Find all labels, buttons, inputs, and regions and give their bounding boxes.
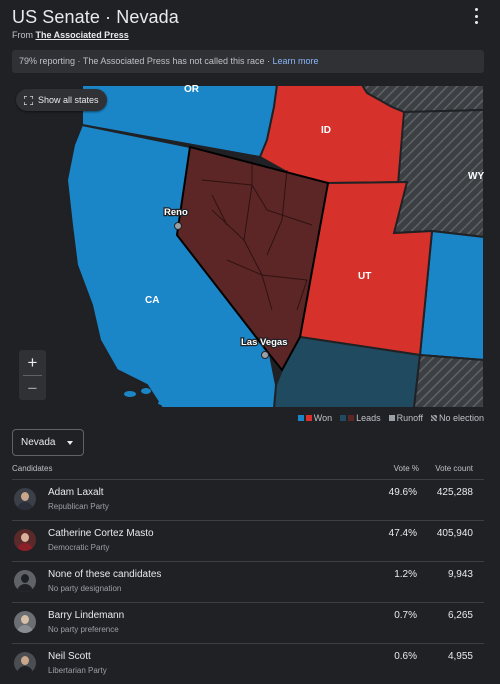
reporting-status: 79% reporting · The Associated Press has…	[12, 50, 484, 73]
header: US Senate · Nevada From The Associated P…	[0, 0, 500, 46]
table-row[interactable]: None of these candidates No party design…	[12, 561, 484, 602]
show-all-states-button[interactable]: Show all states	[16, 89, 107, 111]
election-map[interactable]: OR ID WY CA UT Reno Las Vegas	[12, 85, 484, 408]
candidate-name: None of these candidates	[48, 569, 162, 580]
page-title: US Senate · Nevada	[12, 7, 179, 27]
runoff-swatch	[388, 415, 395, 421]
state-label-or: OR	[184, 85, 200, 95]
table-row[interactable]: Adam Laxalt Republican Party 49.6% 425,2…	[12, 479, 484, 520]
avatar	[14, 488, 36, 510]
city-label-las-vegas: Las Vegas	[241, 337, 287, 348]
legend-runoff: Runoff	[388, 413, 423, 423]
learn-more-link[interactable]: Learn more	[272, 56, 319, 66]
state-label-ut: UT	[358, 271, 371, 282]
vote-pct: 0.6%	[394, 651, 417, 662]
source-link[interactable]: The Associated Press	[35, 30, 129, 40]
vote-pct: 0.7%	[394, 610, 417, 621]
source-line: From The Associated Press	[12, 30, 129, 40]
avatar	[14, 529, 36, 551]
zoom-controls: + −	[19, 350, 46, 400]
table-header: Candidates Vote % Vote count	[12, 462, 484, 478]
legend-leads-label: Leads	[356, 413, 381, 423]
header-candidates: Candidates	[12, 464, 53, 473]
table-row[interactable]: Neil Scott Libertarian Party 0.6% 4,955	[12, 643, 484, 684]
state-label-id: ID	[321, 125, 331, 136]
reno-dot	[174, 222, 182, 230]
avatar	[14, 652, 36, 674]
dem-swatch	[297, 415, 304, 421]
candidate-name: Adam Laxalt	[48, 487, 104, 498]
table-row[interactable]: Barry Lindemann No party preference 0.7%…	[12, 602, 484, 643]
zoom-divider	[23, 375, 42, 376]
vote-count: 4,955	[447, 651, 473, 662]
state-label-ca: CA	[145, 295, 159, 306]
vote-count: 425,288	[436, 487, 473, 498]
show-all-states-label: Show all states	[38, 95, 99, 105]
candidate-party: Libertarian Party	[48, 666, 107, 675]
reporting-text: 79% reporting · The Associated Press has…	[19, 56, 273, 66]
candidate-table: Adam Laxalt Republican Party 49.6% 425,2…	[12, 479, 484, 684]
rep-swatch	[305, 415, 312, 421]
las-vegas-dot	[261, 351, 269, 359]
state-label-wy: WY	[468, 171, 484, 182]
header-vote-pct: Vote %	[393, 464, 419, 473]
candidate-party: Democratic Party	[48, 543, 110, 552]
candidate-name: Neil Scott	[48, 651, 91, 662]
vote-pct: 47.4%	[388, 528, 417, 539]
header-vote-count: Vote count	[435, 464, 473, 473]
nevada-county-lines	[201, 157, 313, 311]
candidate-party: No party designation	[48, 584, 122, 593]
candidate-party: No party preference	[48, 625, 119, 634]
vote-pct: 49.6%	[388, 487, 417, 498]
generic-person-icon	[14, 570, 36, 592]
zoom-out-button[interactable]: −	[27, 379, 38, 398]
map-svg: OR ID WY CA UT Reno Las Vegas	[12, 85, 484, 408]
expand-icon	[24, 95, 33, 105]
city-label-reno: Reno	[164, 207, 188, 218]
more-options-icon[interactable]	[472, 8, 480, 24]
table-row[interactable]: Catherine Cortez Masto Democratic Party …	[12, 520, 484, 561]
state-select[interactable]: Nevada	[12, 429, 84, 456]
source-prefix: From	[12, 30, 36, 40]
rep-leads-swatch	[348, 415, 355, 421]
legend-no-election: No election	[430, 413, 484, 423]
legend-won: Won	[297, 413, 333, 423]
legend-no-election-label: No election	[438, 413, 484, 423]
chevron-down-icon	[67, 441, 73, 445]
vote-count: 405,940	[436, 528, 473, 539]
avatar	[14, 611, 36, 633]
dem-leads-swatch	[340, 415, 347, 421]
zoom-in-button[interactable]: +	[27, 353, 38, 372]
state-select-value: Nevada	[21, 437, 56, 448]
candidate-name: Catherine Cortez Masto	[48, 528, 154, 539]
state-new-mexico	[412, 353, 484, 408]
vote-count: 9,943	[447, 569, 473, 580]
vote-pct: 1.2%	[394, 569, 417, 580]
legend-leads: Leads	[340, 413, 381, 423]
legend-runoff-label: Runoff	[396, 413, 423, 423]
map-legend: Won Leads Runoff No election	[297, 413, 484, 423]
candidate-party: Republican Party	[48, 502, 109, 511]
legend-won-label: Won	[313, 413, 333, 423]
no-election-swatch	[430, 415, 437, 421]
candidate-name: Barry Lindemann	[48, 610, 125, 621]
vote-count: 6,265	[447, 610, 473, 621]
